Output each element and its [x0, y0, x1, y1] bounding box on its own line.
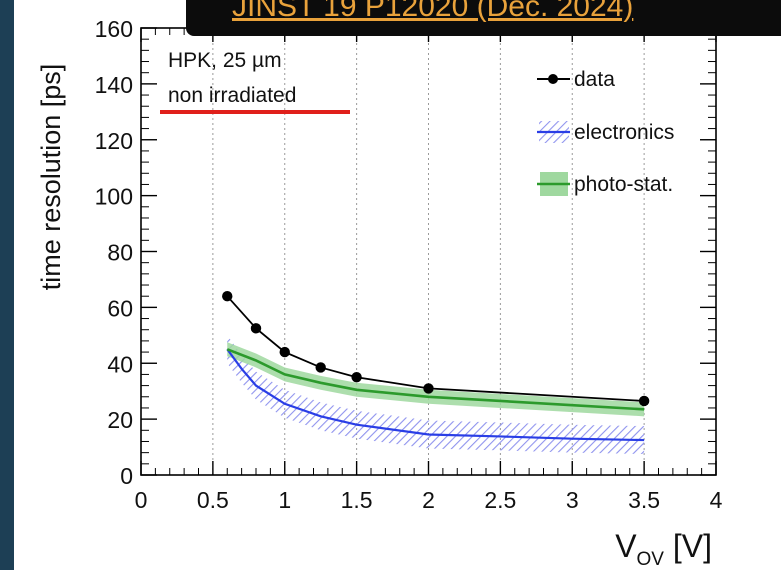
x-tick-label-5: 2.5 — [484, 487, 516, 513]
data-point-6 — [638, 395, 650, 407]
legend-entry-data: data — [537, 68, 615, 91]
annotation-line1: HPK, 25 µm — [168, 49, 282, 72]
x-tick-label-8: 4 — [710, 487, 723, 513]
y-tick-label-6: 120 — [95, 128, 133, 154]
y-tick-label-4: 80 — [107, 240, 133, 266]
electronics-band — [227, 335, 645, 455]
y-axis-label: time resolution [ps] — [36, 64, 66, 291]
x-tick-label-0: 0 — [135, 487, 148, 513]
citation-link[interactable]: JINST 19 P12020 (Dec. 2024) — [232, 0, 634, 23]
x-tick-label-2: 1 — [278, 487, 291, 513]
data-point-0 — [222, 291, 233, 302]
legend-entry-electronics: electronics — [537, 121, 674, 144]
annotation-box: HPK, 25 µm non irradiated — [160, 49, 350, 114]
legend-data-marker — [548, 74, 558, 84]
series-lines — [222, 291, 650, 442]
y-tick-label-5: 100 — [95, 184, 133, 210]
legend-photo-stat-label: photo-stat. — [574, 173, 673, 196]
x-tick-label-7: 3.5 — [628, 487, 660, 513]
photo-stat-band — [227, 342, 645, 417]
x-tick-label-4: 2 — [422, 487, 435, 513]
y-tick-label-7: 140 — [95, 72, 133, 98]
data-point-1 — [250, 323, 262, 334]
data-point-3 — [315, 362, 326, 373]
legend-data-label: data — [574, 68, 615, 91]
x-axis-label-unit: [V] — [664, 528, 712, 564]
data-point-4 — [351, 372, 362, 383]
electronics-line — [226, 348, 645, 442]
photo-stat-line — [226, 348, 645, 411]
x-tick-label-6: 3 — [566, 487, 579, 513]
x-tick-label-1: 0.5 — [197, 487, 229, 513]
x-tick-label-3: 1.5 — [341, 487, 373, 513]
y-tick-label-8: 160 — [95, 16, 133, 42]
legend-entry-photo-stat: photo-stat. — [537, 172, 673, 196]
y-tick-label-1: 20 — [107, 407, 133, 433]
uncertainty-bands — [227, 335, 645, 455]
y-tick-label-3: 60 — [107, 295, 133, 321]
y-tick-label-2: 40 — [107, 351, 133, 377]
x-axis-label-main: V — [615, 528, 637, 564]
data-point-2 — [279, 346, 290, 358]
data-line — [226, 295, 645, 402]
y-tick-label-0: 0 — [120, 463, 133, 489]
citation-banner: JINST 19 P12020 (Dec. 2024) — [186, 0, 781, 36]
legend: data electronics photo-stat. — [537, 68, 674, 196]
x-axis-label: VOV [V] — [615, 528, 712, 570]
data-point-5 — [423, 383, 434, 394]
x-axis-label-sub: OV — [637, 549, 665, 570]
annotation-line2: non irradiated — [168, 84, 296, 107]
legend-electronics-label: electronics — [574, 121, 674, 144]
